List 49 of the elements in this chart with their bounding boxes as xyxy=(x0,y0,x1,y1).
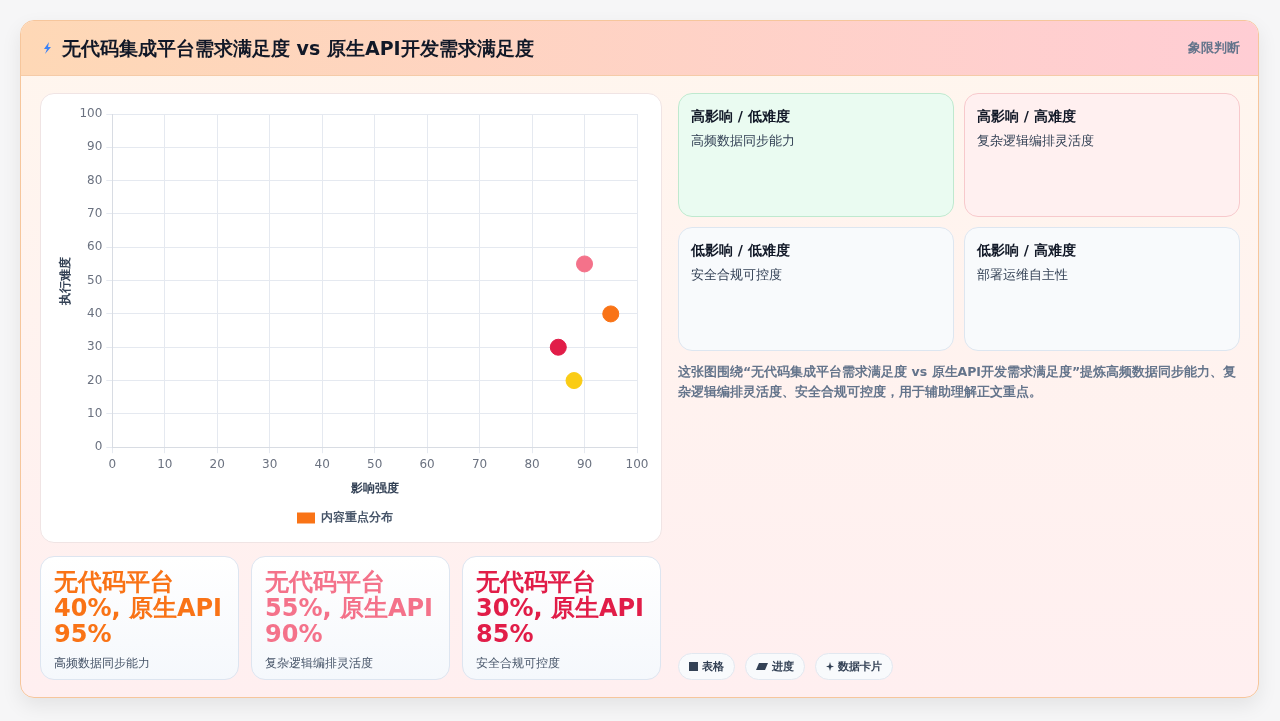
text: 低影响 / 高难度 xyxy=(977,241,1077,260)
x-tick-label: 100 xyxy=(625,456,649,471)
y-tick-label: 90 xyxy=(87,139,103,154)
text: 低影响 / 低难度 xyxy=(691,241,791,260)
y-tick-label: 80 xyxy=(87,172,103,187)
x-tick-label: 0 xyxy=(108,456,117,471)
text: 象限判断 xyxy=(1188,40,1240,56)
y-tick-label: 100 xyxy=(79,106,103,121)
x-tick-label: 80 xyxy=(524,456,540,471)
x-tick-label: 10 xyxy=(157,456,173,471)
text: 这张图围绕“无代码集成平台需求满足度 vs 原生API开发需求满足度”提炼高频数据同步能力、复杂逻辑编排灵活度、安全合规可控度，用于辅助理解正文重点。 xyxy=(678,363,1238,401)
text: 高频数据同步能力 xyxy=(691,132,796,150)
text: 无代码平台 40%, 原生API 95% xyxy=(54,568,223,648)
x-tick-label: 50 xyxy=(367,456,383,471)
text: 表格 xyxy=(702,659,724,674)
point xyxy=(602,305,620,323)
point xyxy=(549,338,567,356)
x-tick-label: 70 xyxy=(471,456,488,471)
x-tick-label: 40 xyxy=(314,456,330,471)
y-tick-label: 0 xyxy=(94,439,103,454)
y-tick-label: 30 xyxy=(87,339,103,354)
x-tick-label: 20 xyxy=(209,456,225,471)
text: 高影响 / 低难度 xyxy=(691,107,791,126)
text: 高影响 / 高难度 xyxy=(977,107,1077,126)
x-tick-label: 90 xyxy=(576,456,593,471)
text: 部署运维自主性 xyxy=(977,266,1069,284)
y-axis-title: 执行难度 xyxy=(58,256,73,306)
y-tick-label: 50 xyxy=(87,272,103,287)
text: 安全合规可控度 xyxy=(691,266,783,284)
text: 复杂逻辑编排灵活度 xyxy=(265,655,374,671)
x-tick-label: 60 xyxy=(419,456,435,471)
y-tick-label: 70 xyxy=(87,206,103,221)
legend-label: 内容重点分布 xyxy=(321,510,393,525)
y-tick-label: 20 xyxy=(87,372,103,387)
x-axis-title: 影响强度 xyxy=(349,480,399,495)
text: 进度 xyxy=(772,659,794,674)
text: 数据卡片 xyxy=(838,659,882,674)
y-tick-label: 60 xyxy=(87,239,103,254)
text: 无代码平台 30%, 原生API 85% xyxy=(476,568,645,648)
point xyxy=(576,255,594,273)
text: 安全合规可控度 xyxy=(476,655,561,671)
x-tick-label: 30 xyxy=(262,456,278,471)
chart-title: 无代码集成平台需求满足度 vs 原生API开发需求满足度 xyxy=(62,36,534,60)
text: 无代码平台 55%, 原生API 90% xyxy=(265,568,434,648)
text: 复杂逻辑编排灵活度 xyxy=(977,132,1095,150)
text: 高频数据同步能力 xyxy=(54,655,151,671)
point xyxy=(565,372,583,390)
y-tick-label: 10 xyxy=(87,406,103,421)
y-tick-label: 40 xyxy=(87,306,103,321)
